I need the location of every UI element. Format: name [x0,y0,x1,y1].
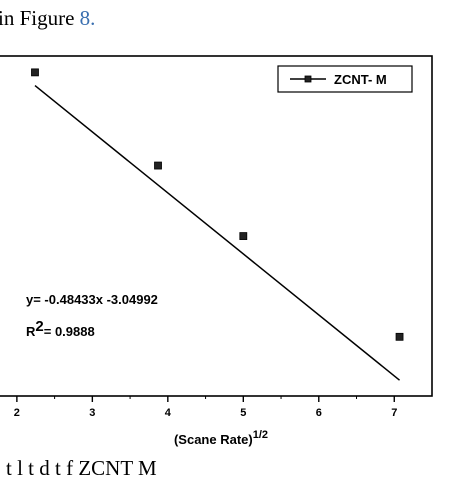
preceding-text: in Figure [0,6,80,30]
x-axis-label-text: (Scane Rate) [174,432,253,447]
r-squared-value: = 0.9888 [44,324,95,339]
r-squared-prefix: R [26,324,36,339]
x-axis-label-superscript: 1/2 [253,429,268,441]
x-axis: 2 3 4 5 6 7 [14,396,397,419]
plot-frame [0,55,433,397]
legend: ZCNT- M [277,65,413,93]
data-point [395,332,404,341]
fit-line [34,84,401,381]
r-squared: R2= 0.9888 [26,318,95,339]
data-point [31,68,39,77]
following-text-line: t l t d t f ZCNT M [6,456,157,480]
x-tick-label: 6 [316,407,322,419]
x-axis-label: (Scane Rate)1/2 [174,429,268,447]
data-point [154,161,162,170]
x-tick-label: 5 [240,407,246,419]
r-squared-superscript: 2 [35,318,43,335]
x-tick-label: 7 [391,407,397,419]
legend-label: ZCNT- M [334,72,387,87]
x-tick-label: 4 [165,407,172,419]
data-point [239,232,248,240]
legend-marker [304,75,312,83]
fit-equation: y= -0.48433x -3.04992 [26,292,158,307]
figure-reference-link[interactable]: 8. [79,6,96,30]
x-tick-label: 2 [14,407,20,419]
x-tick-label: 3 [89,407,95,419]
preceding-text-line: in Figure 8. [0,6,95,31]
data-points [31,68,404,341]
